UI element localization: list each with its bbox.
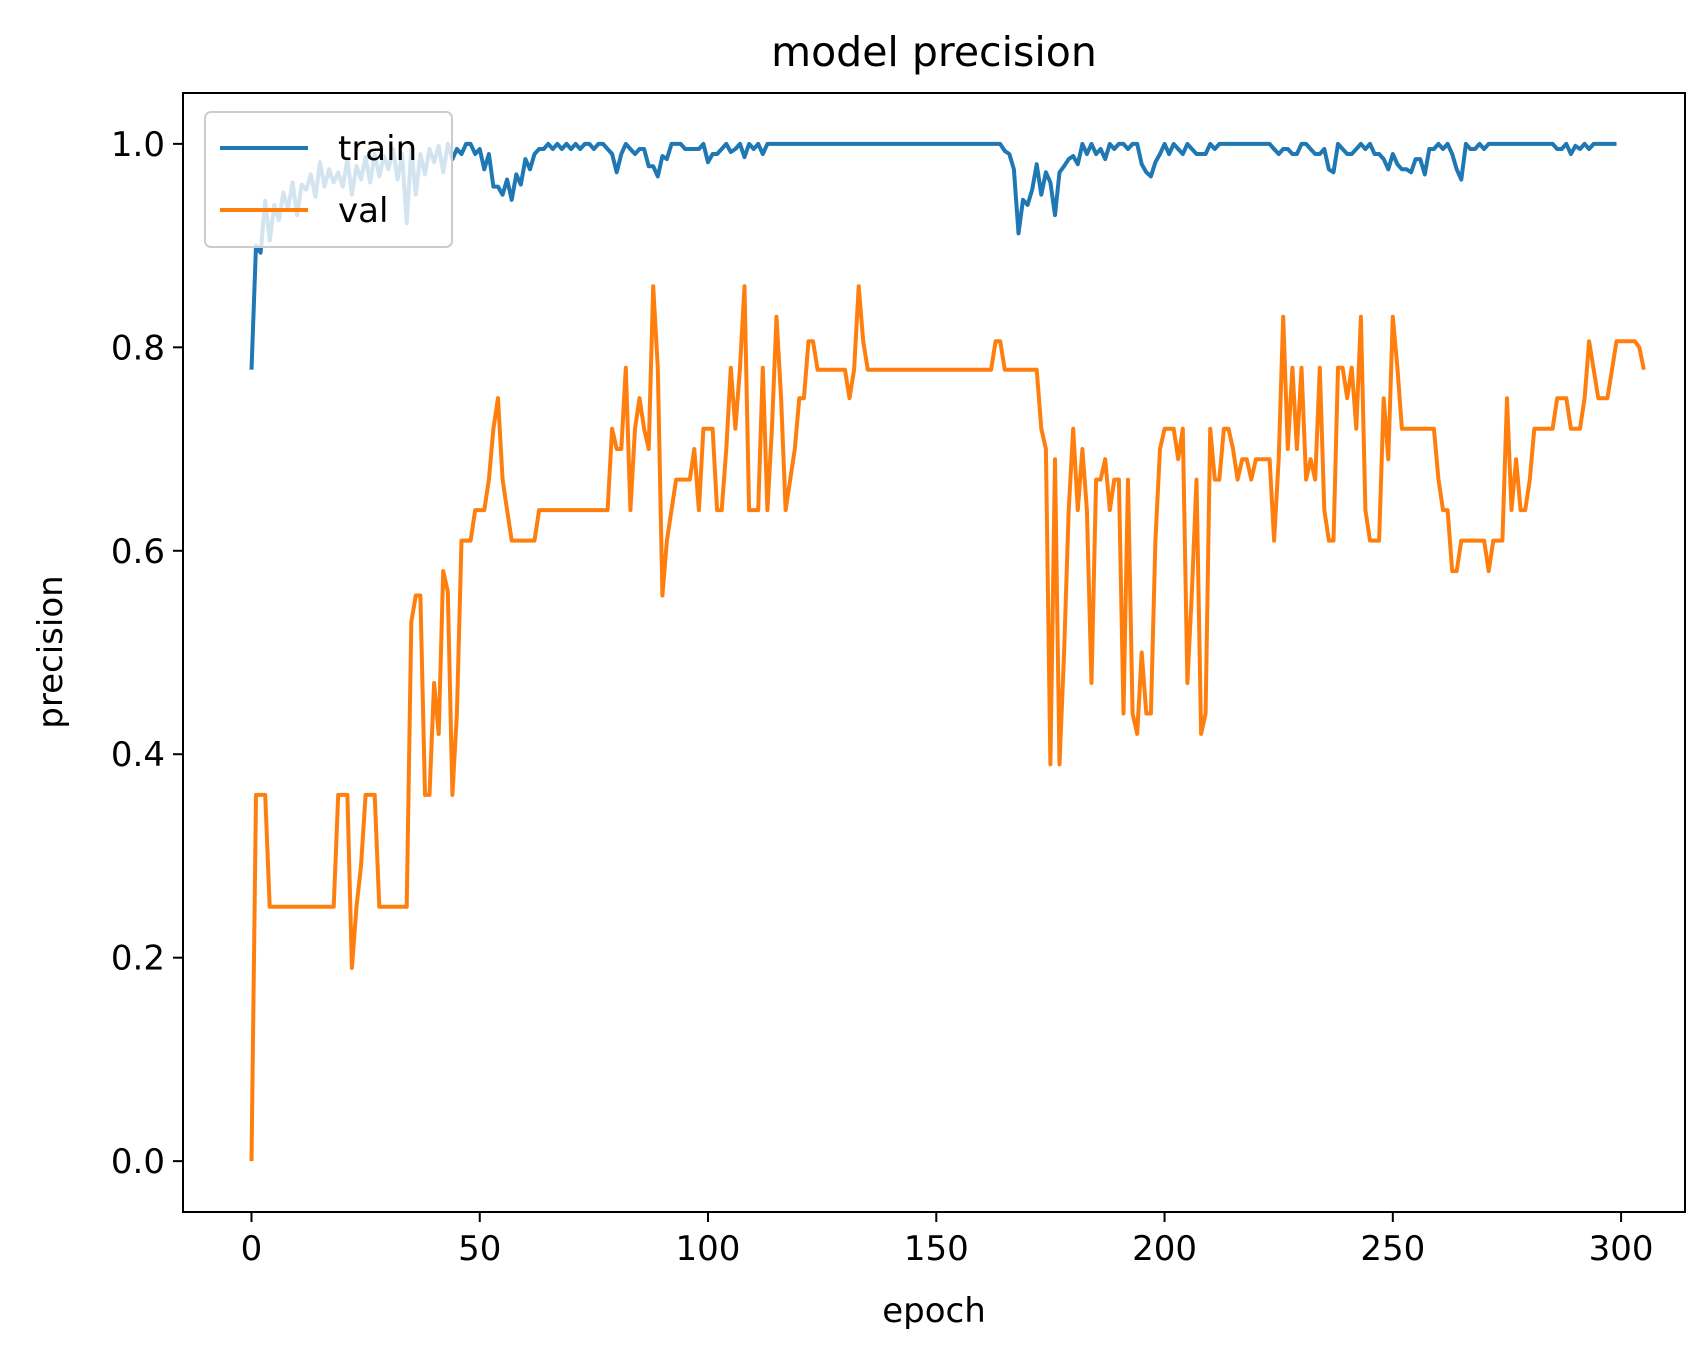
y-tick-label: 0.2 xyxy=(111,939,165,979)
legend-label-val: val xyxy=(338,191,388,231)
y-tick-label: 0.8 xyxy=(111,328,165,368)
series-layer xyxy=(249,141,1646,1162)
x-tick-label: 150 xyxy=(904,1229,969,1269)
x-tick-label: 300 xyxy=(1589,1229,1654,1269)
x-tick-label: 0 xyxy=(241,1229,263,1269)
y-axis-label: precision xyxy=(31,575,71,728)
y-tick-label: 1.0 xyxy=(111,125,165,165)
y-tick-label: 0.6 xyxy=(111,532,165,572)
x-axis-label: epoch xyxy=(882,1291,986,1331)
x-tick-label: 100 xyxy=(676,1229,741,1269)
series-line-val xyxy=(249,284,1646,1162)
y-tick-label: 0.4 xyxy=(111,735,165,775)
x-axis: 0 50 100 150 200 250 300 xyxy=(241,1212,1654,1269)
legend: train val xyxy=(204,111,453,248)
y-axis: 0.0 0.2 0.4 0.6 0.8 1.0 xyxy=(111,125,183,1182)
series-line-train xyxy=(249,141,1617,370)
chart-title: model precision xyxy=(771,28,1097,76)
x-tick-label: 250 xyxy=(1360,1229,1425,1269)
legend-box xyxy=(204,111,453,248)
y-tick-label: 0.0 xyxy=(111,1142,165,1182)
plot-area-frame xyxy=(182,92,1686,1213)
legend-label-train: train xyxy=(338,129,417,169)
x-tick-label: 50 xyxy=(458,1229,501,1269)
x-tick-label: 200 xyxy=(1132,1229,1197,1269)
